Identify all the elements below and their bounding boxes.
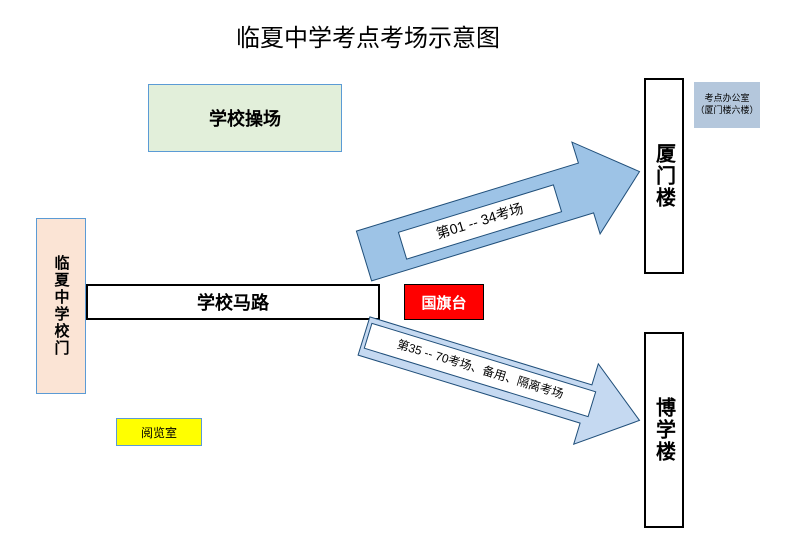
page-title: 临夏中学考点考场示意图 [236, 18, 500, 53]
school-road-label: 学校马路 [197, 289, 269, 315]
arrow-to-boxue-label-group: 第35 -- 70考场、备用、隔离考场 [364, 323, 595, 416]
arrow-to-boxue: 第35 -- 70考场、备用、隔离考场 [340, 300, 660, 500]
school-gate-box: 临夏中学校门 [36, 218, 86, 394]
exam-office-box: 考点办公室 （厦门楼六楼） [694, 82, 760, 128]
reading-room-label: 阅览室 [141, 424, 177, 441]
playground-label: 学校操场 [209, 105, 281, 131]
school-gate-label: 临夏中学校门 [51, 255, 72, 357]
exam-office-label: 考点办公室 （厦门楼六楼） [695, 93, 758, 116]
diagram-stage: 临夏中学考点考场示意图 学校操场 临夏中学校门 学校马路 国旗台 阅览室 厦门楼… [0, 0, 800, 559]
school-road-box: 学校马路 [86, 284, 380, 320]
playground-box: 学校操场 [148, 84, 342, 152]
reading-room-box: 阅览室 [116, 418, 202, 446]
